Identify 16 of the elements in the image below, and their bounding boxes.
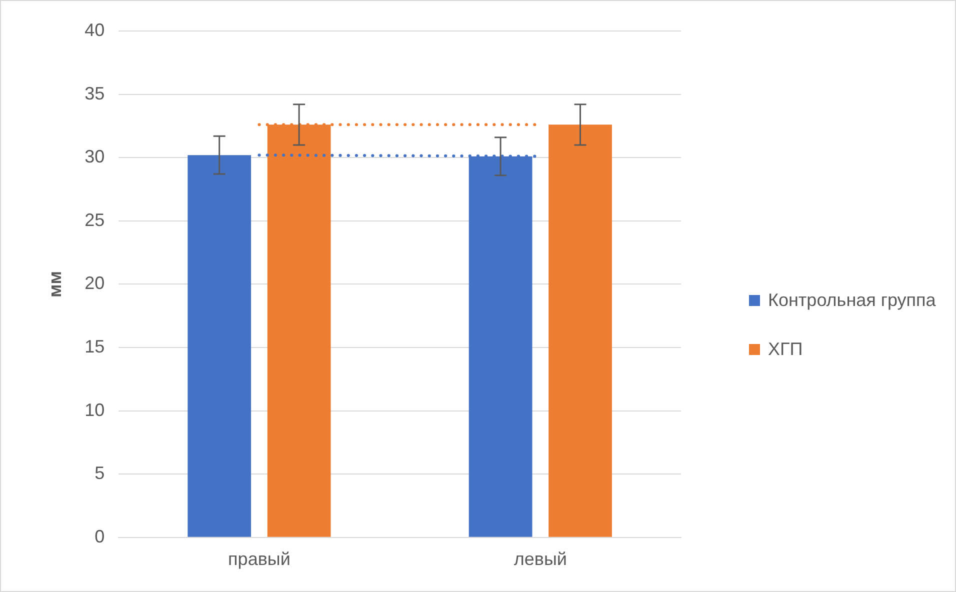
y-tick-label: 25 (84, 210, 105, 230)
bar (548, 124, 612, 537)
y-axis-title: мм (44, 270, 65, 298)
y-tick-label: 10 (84, 400, 105, 420)
y-tick-label: 0 (94, 526, 105, 546)
y-tick-label: 30 (84, 146, 105, 167)
legend-label: Контрольная группа (768, 289, 936, 312)
bar (188, 155, 252, 537)
y-tick-label: 5 (94, 463, 105, 484)
y-tick-label: 15 (84, 336, 105, 356)
y-tick-label: 35 (84, 83, 105, 104)
x-tick-label: правый (228, 549, 290, 570)
legend-label: ХГП (768, 338, 803, 361)
x-tick-label: левый (514, 549, 567, 570)
y-tick-label: 20 (84, 273, 105, 294)
y-tick-label: 40 (84, 20, 105, 40)
